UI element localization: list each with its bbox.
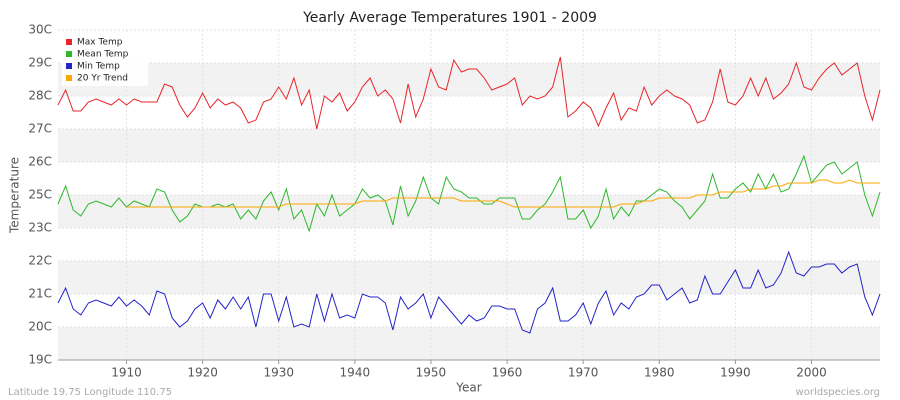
legend-box [62, 34, 148, 86]
series-line [126, 179, 880, 208]
legend-swatch [66, 63, 72, 69]
y-tick-label: 23C [28, 221, 52, 235]
legend-label: Min Temp [77, 62, 120, 72]
legend-swatch [66, 51, 72, 57]
series-line [57, 250, 881, 334]
chart-title: Yearly Average Temperatures 1901 - 2009 [302, 10, 597, 26]
y-tick-label: 19C [28, 353, 52, 367]
plot-area [58, 29, 880, 361]
x-axis-label: Year [455, 381, 481, 395]
footer-source: worldspecies.org [796, 387, 880, 398]
legend-label: Mean Temp [77, 50, 129, 60]
x-tick-label: 1940 [340, 366, 371, 380]
grid-band [58, 261, 880, 294]
x-tick-label: 1920 [187, 366, 218, 380]
y-tick-label: 25C [28, 188, 52, 202]
y-tick-label: 20C [28, 320, 52, 334]
y-tick-label: 28C [28, 89, 52, 103]
series-line [57, 154, 881, 233]
y-axis-label: Temperature [8, 157, 22, 234]
y-tick-label: 26C [28, 155, 52, 169]
y-tick-label: 22C [28, 254, 52, 268]
y-tick-label: 29C [28, 56, 52, 70]
legend-swatch [66, 39, 72, 45]
x-tick-label: 1980 [644, 366, 675, 380]
footer-location: Latitude 19.75 Longitude 110.75 [8, 387, 172, 398]
x-tick-label: 2000 [796, 366, 827, 380]
x-tick-label: 1910 [111, 366, 142, 380]
legend-label: Max Temp [77, 38, 123, 48]
x-tick-label: 1970 [568, 366, 599, 380]
grid-band [58, 195, 880, 228]
x-tick-label: 1990 [720, 366, 751, 380]
x-tick-label: 1950 [416, 366, 447, 380]
series-line [57, 56, 881, 130]
y-tick-label: 30C [28, 23, 52, 37]
x-tick-label: 1960 [492, 366, 523, 380]
x-tick-label: 1930 [263, 366, 294, 380]
grid-band [58, 63, 880, 96]
y-tick-label: 21C [28, 287, 52, 301]
legend-label: 20 Yr Trend [77, 74, 128, 84]
grid-band [58, 129, 880, 162]
y-tick-label: 27C [28, 122, 52, 136]
legend-swatch [66, 75, 72, 81]
grid-band [58, 327, 880, 360]
